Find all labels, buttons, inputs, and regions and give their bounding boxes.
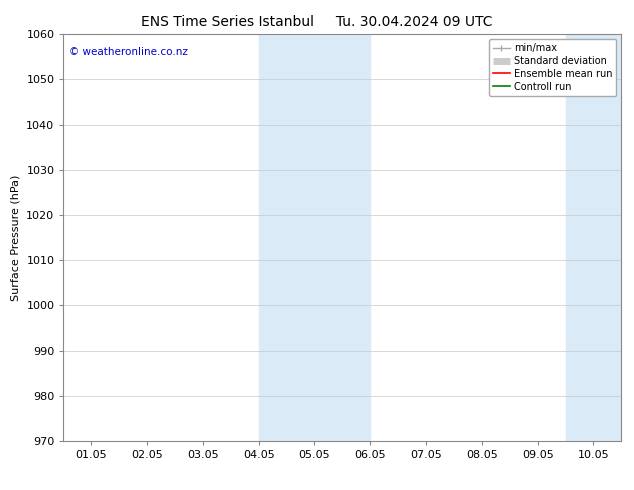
Bar bbox=[566, 34, 634, 441]
Text: ENS Time Series Istanbul     Tu. 30.04.2024 09 UTC: ENS Time Series Istanbul Tu. 30.04.2024 … bbox=[141, 15, 493, 29]
Legend: min/max, Standard deviation, Ensemble mean run, Controll run: min/max, Standard deviation, Ensemble me… bbox=[489, 39, 616, 96]
Y-axis label: Surface Pressure (hPa): Surface Pressure (hPa) bbox=[11, 174, 21, 301]
Text: © weatheronline.co.nz: © weatheronline.co.nz bbox=[69, 47, 188, 56]
Bar bbox=[259, 34, 370, 441]
